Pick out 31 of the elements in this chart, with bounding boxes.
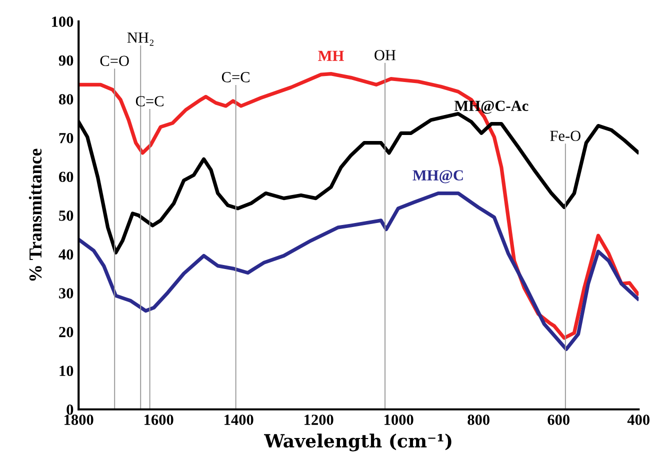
x-tick-label: 400 <box>627 414 650 425</box>
ref-line-label: C=C <box>136 96 164 106</box>
ref-line-label: OH <box>374 50 396 60</box>
x-tick-label: 1400 <box>224 414 254 425</box>
y-axis-title: % Transmittance <box>28 148 42 281</box>
ref-line-label: NH₂ <box>127 32 154 46</box>
line-series <box>78 72 639 340</box>
y-tick-label: 30 <box>59 288 74 298</box>
x-tick-label: 1600 <box>144 414 174 425</box>
series-label: MH@C <box>412 170 463 184</box>
series-label: MH <box>318 50 344 61</box>
y-tick-label: 80 <box>58 94 74 104</box>
y-tick-label: 50 <box>59 210 74 221</box>
x-axis-title: Wavelength (cm⁻¹) <box>264 434 452 452</box>
y-tick-label: 60 <box>58 172 74 182</box>
y-tick-label: 70 <box>59 132 74 144</box>
ref-line-label: C=C <box>222 72 250 82</box>
y-tick-label: 90 <box>58 55 74 66</box>
y-tick-label: 0 <box>66 404 74 415</box>
ref-line-label: Fe-O <box>550 130 580 142</box>
x-tick-label: 600 <box>548 414 570 425</box>
y-tick-label: 10 <box>60 366 74 376</box>
y-tick-label: 40 <box>58 249 74 260</box>
y-tick-label: 20 <box>59 326 74 338</box>
x-tick-label: 1000 <box>384 414 414 425</box>
y-tick-label: 100 <box>52 16 74 27</box>
x-tick-label: 1800 <box>64 414 94 425</box>
x-tick-label: 1200 <box>304 414 334 425</box>
ref-line-label: C=O <box>100 56 129 66</box>
line-series <box>78 191 639 352</box>
x-tick-label: 800 <box>468 414 490 425</box>
